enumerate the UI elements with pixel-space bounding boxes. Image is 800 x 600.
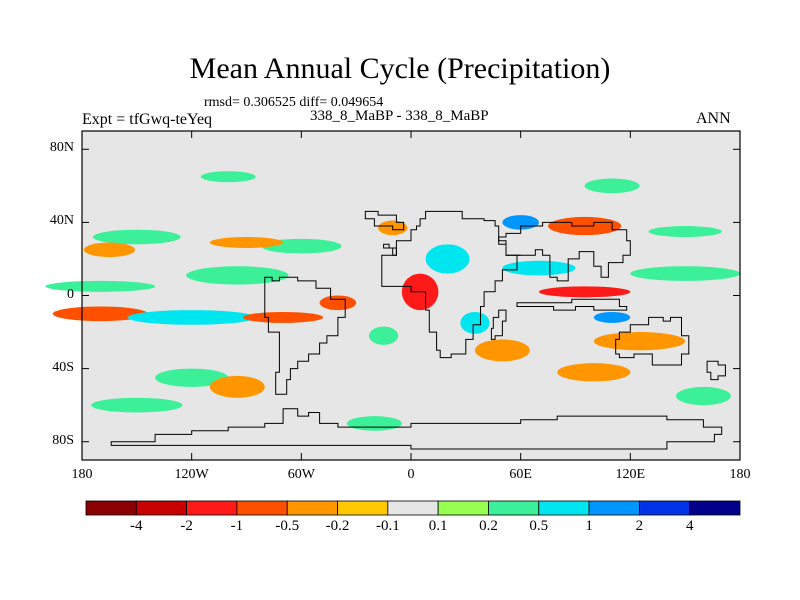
anomaly-region [460, 311, 490, 334]
y-tick-label: 80N [49, 140, 74, 156]
season-label: ANN [696, 110, 731, 127]
rmsd-stats: rmsd= 0.306525 diff= 0.049654 [204, 95, 384, 110]
anomaly-region [347, 416, 402, 431]
anomaly-region [502, 260, 576, 276]
colorbar-swatch [387, 500, 439, 516]
colorbar-label: -2 [180, 518, 193, 534]
anomaly-region [242, 311, 324, 323]
colorbar-label: -0.5 [275, 518, 300, 534]
x-tick-label: 120E [615, 467, 646, 482]
anomaly-region [186, 266, 289, 285]
colorbar-swatch [236, 500, 288, 516]
anomaly-region [648, 226, 722, 238]
anomaly-region [92, 229, 181, 245]
anomaly-region [155, 368, 229, 387]
colorbar-swatch [85, 500, 137, 516]
colorbar-label: 4 [685, 518, 694, 534]
anomaly-region [538, 286, 631, 298]
colorbar-label: 2 [635, 518, 644, 534]
colorbar-label: 0.5 [529, 518, 549, 534]
colorbar-label: -0.1 [375, 518, 400, 534]
colorbar-swatch [186, 500, 238, 516]
anomaly-region [209, 237, 284, 248]
anomaly-region [45, 280, 156, 292]
coastline [364, 210, 405, 231]
anomaly-region [676, 386, 731, 406]
anomaly-region [127, 310, 256, 325]
colorbar-label: -0.2 [325, 518, 350, 534]
colorbar-label: -4 [130, 518, 143, 534]
coastline [706, 360, 726, 381]
colorbar-swatch [488, 500, 540, 516]
colorbar-swatch [437, 500, 489, 516]
colorbar-swatch [135, 500, 188, 516]
coastline [264, 276, 346, 395]
coastline [615, 316, 690, 366]
coastline [381, 210, 521, 359]
y-tick-label: 40S [52, 359, 74, 375]
coastline [110, 408, 723, 450]
colorbar-swatch [538, 500, 590, 516]
case-label: 338_8_MaBP - 338_8_MaBP [310, 108, 489, 124]
coastline [383, 243, 397, 256]
x-tick-label: 60W [287, 467, 315, 482]
x-tick-label: 120W [174, 467, 209, 482]
colorbar [85, 500, 741, 516]
anomaly-region [83, 242, 136, 258]
x-tick-label: 180 [71, 467, 93, 482]
anomaly-region [593, 332, 686, 351]
anomaly-region [319, 295, 357, 311]
colorbar-swatch [689, 500, 741, 516]
experiment-label: Expt = tfGwq-teYeq [82, 111, 213, 128]
anomaly-region [593, 311, 631, 323]
anomaly-region [368, 326, 399, 345]
coastline [516, 298, 628, 311]
anomaly-region [209, 375, 265, 398]
colorbar-label: 0.1 [428, 518, 448, 534]
y-tick-label: 40N [49, 213, 74, 229]
anomaly-field [45, 131, 741, 460]
colorbar-label: 1 [585, 518, 593, 534]
x-tick-label: 0 [407, 467, 415, 482]
anomaly-region [474, 339, 530, 362]
chart-title: Mean Annual Cycle (Precipitation) [189, 52, 611, 85]
anomaly-region [584, 178, 640, 194]
anomaly-region [91, 397, 183, 413]
anomaly-region [200, 171, 256, 183]
anomaly-region [52, 306, 148, 322]
colorbar-swatch [337, 500, 389, 516]
x-tick-label: 60E [509, 467, 532, 482]
anomaly-region [557, 363, 631, 382]
coastline [498, 221, 631, 282]
continent-outlines [110, 210, 726, 450]
y-tick-label: 0 [67, 286, 74, 302]
anomaly-region [425, 244, 470, 274]
colorbar-swatch [588, 500, 640, 516]
colorbar-label: 0.2 [479, 518, 498, 534]
x-tick-label: 180 [729, 467, 751, 482]
y-tick-label: 80S [52, 432, 74, 448]
colorbar-swatch [638, 500, 691, 516]
colorbar-label: -1 [230, 518, 244, 534]
coastline [490, 309, 507, 340]
anomaly-region [630, 266, 741, 281]
colorbar-swatch [286, 500, 338, 516]
